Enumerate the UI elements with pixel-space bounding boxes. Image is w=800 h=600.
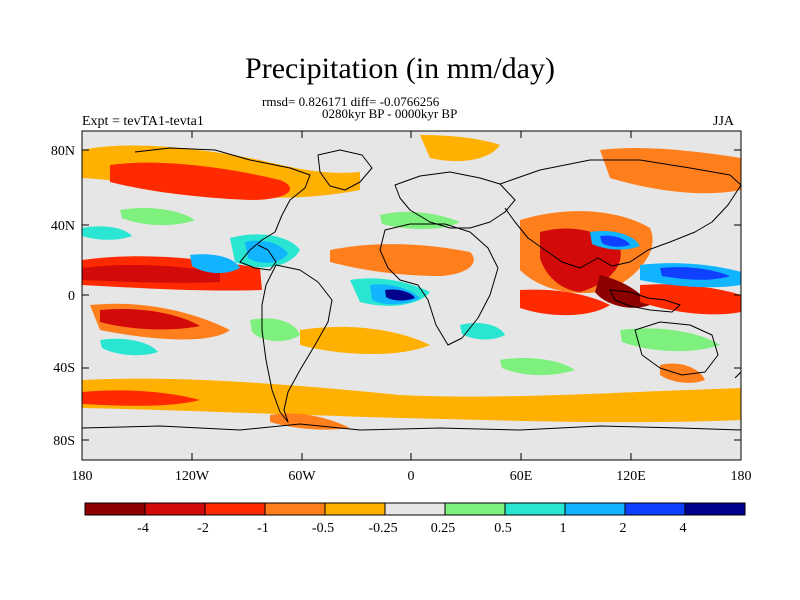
- coast-antarctica: [82, 423, 741, 431]
- wet-patch-south-indian-ocean: [500, 358, 575, 376]
- rmsd-diff-stats: rmsd= 0.826171 diff= -0.0766256: [262, 94, 440, 109]
- lon-label-60e: 60E: [510, 469, 533, 484]
- colorbar-boxes: [84, 502, 746, 516]
- dry-patch-tasman-sea: [660, 363, 705, 383]
- lon-label-120w: 120W: [175, 469, 210, 484]
- coast-north-america: [134, 147, 311, 271]
- wet-patch-north-pacific: [120, 208, 195, 226]
- experiment-label: Expt = tevTA1-tevta1: [82, 114, 204, 129]
- lat-label-80s: 80S: [53, 434, 75, 449]
- time-period-label: 0280kyr BP - 0000kyr BP: [322, 106, 458, 121]
- coast-maritime-continent: [609, 289, 681, 313]
- map-panel: 80N 40N 0 40S 80S 180 120W 60W 0 60E 120…: [51, 130, 752, 484]
- coast-europe: [394, 171, 516, 229]
- lat-label-40s: 40S: [53, 361, 75, 376]
- wet-patch-east-pacific: [190, 254, 240, 274]
- colorbar-box-5: [384, 502, 446, 516]
- latitude-axis-labels: 80N 40N 0 40S 80S: [51, 144, 75, 449]
- coastlines: [82, 147, 741, 431]
- colorbar-label-minus2: -2: [197, 521, 209, 536]
- dry-patch-indian-ocean: [520, 289, 610, 316]
- colorbar-label-minus4: -4: [137, 521, 149, 536]
- colorbar: -4 -2 -1 -0.5 -0.25 0.25 0.5 1 2 4: [84, 502, 746, 536]
- latitude-ticks: [82, 149, 741, 441]
- colorbar-label-0-5: 0.5: [494, 521, 512, 536]
- dry-patch-arctic: [420, 135, 500, 162]
- colorbar-label-4: 4: [680, 521, 687, 536]
- colorbar-box-1: [144, 502, 206, 516]
- wet-patch-australia: [620, 328, 720, 352]
- coast-south-america: [261, 264, 333, 423]
- wet-patch-south-pacific-west: [100, 338, 158, 356]
- colorbar-box-4: [324, 502, 386, 516]
- lon-label-180w: 180: [72, 469, 93, 484]
- colorbar-label-0-25: 0.25: [431, 521, 456, 536]
- colorbar-label-2: 2: [620, 521, 627, 536]
- dry-patch-drake-passage: [270, 413, 350, 430]
- wet-core-caribbean: [245, 240, 288, 263]
- coast-asia: [499, 159, 741, 269]
- colorbar-box-6: [444, 502, 506, 516]
- colorbar-box-2: [204, 502, 266, 516]
- lat-label-equator: 0: [68, 289, 75, 304]
- dry-patch-north-america: [110, 162, 290, 200]
- colorbar-box-9: [624, 502, 686, 516]
- colorbar-label-minus0-25: -0.25: [368, 521, 397, 536]
- coast-new-zealand: [734, 371, 741, 379]
- lon-label-180e: 180: [731, 469, 752, 484]
- dry-core-southern-ocean: [82, 390, 200, 406]
- colorbar-label-minus1: -1: [257, 521, 269, 536]
- lon-label-60w: 60W: [288, 469, 316, 484]
- figure-title: Precipitation (in mm/day): [245, 52, 555, 85]
- wet-core-north-pacific-tropics: [660, 267, 730, 280]
- dry-band-southern-ocean: [82, 378, 741, 423]
- dry-core-south-pacific: [100, 308, 200, 330]
- coast-australia: [634, 321, 719, 376]
- colorbar-box-0: [84, 502, 146, 516]
- coast-greenland: [317, 149, 373, 191]
- dry-patch-siberia: [600, 147, 741, 194]
- longitude-axis-labels: 180 120W 60W 0 60E 120E 180: [72, 469, 752, 484]
- colorbar-box-3: [264, 502, 326, 516]
- colorbar-label-1: 1: [560, 521, 567, 536]
- dry-core-tropical-pacific: [82, 265, 220, 283]
- colorbar-label-minus0-5: -0.5: [312, 521, 334, 536]
- colorbar-box-8: [564, 502, 626, 516]
- lon-label-0: 0: [408, 469, 415, 484]
- dry-patch-south-atlantic: [300, 326, 430, 355]
- lat-label-80n: 80N: [51, 144, 75, 159]
- lat-label-40n: 40N: [51, 219, 75, 234]
- dry-patch-west-pacific: [640, 284, 741, 315]
- season-label: JJA: [713, 114, 735, 129]
- colorbar-labels: -4 -2 -1 -0.5 -0.25 0.25 0.5 1 2 4: [137, 521, 686, 536]
- colorbar-box-7: [504, 502, 566, 516]
- wet-patch-hawaii: [82, 226, 132, 240]
- wet-core-china: [600, 235, 630, 247]
- coast-africa: [379, 223, 499, 346]
- colorbar-box-10: [684, 502, 746, 516]
- longitude-ticks: [81, 131, 742, 460]
- wet-max-equatorial-atlantic: [385, 289, 415, 301]
- anomaly-field: [82, 135, 741, 430]
- dry-patch-atlantic-africa: [330, 244, 474, 276]
- lon-label-120e: 120E: [616, 469, 646, 484]
